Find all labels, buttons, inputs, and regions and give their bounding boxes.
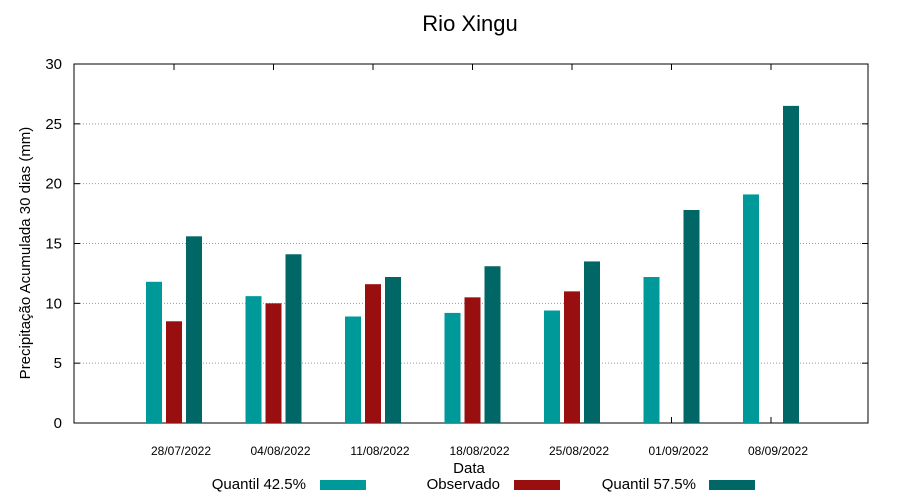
bar-quantil-42: [245, 296, 262, 423]
bar-quantil-42: [643, 277, 660, 423]
bar-observado: [265, 303, 282, 423]
y-tick-label: 0: [54, 415, 62, 432]
x-axis: 28/07/2022 04/08/2022 11/08/2022 18/08/2022…: [151, 64, 808, 458]
x-tick-label: 04/08/2022: [250, 444, 310, 458]
x-tick-label: 25/08/2022: [549, 444, 609, 458]
x-tick-label: 18/08/2022: [449, 444, 509, 458]
y-axis: 0 5 10 15 20 25 30: [45, 56, 868, 432]
bar-quantil-42: [345, 316, 361, 423]
bar-quantil-57: [683, 209, 700, 423]
bar-quantil-57: [186, 236, 202, 423]
bar-observado: [365, 284, 381, 423]
legend-swatch: [514, 480, 560, 490]
y-tick-label: 5: [54, 355, 62, 372]
y-axis-label: Precipitação Acumulada 30 dias (mm): [17, 127, 34, 380]
bars: [146, 105, 799, 423]
x-tick-label: 01/09/2022: [648, 444, 708, 458]
legend-label: Quantil 42.5%: [212, 476, 306, 493]
bar-quantil-42: [743, 194, 759, 423]
bar-quantil-42: [444, 312, 461, 423]
y-tick-label: 25: [45, 116, 62, 133]
bar-observado: [564, 291, 580, 423]
y-tick-label: 30: [45, 56, 62, 73]
y-tick-label: 15: [45, 236, 62, 253]
bar-observado: [166, 321, 182, 423]
x-tick-label: 28/07/2022: [151, 444, 211, 458]
legend-swatch: [709, 480, 755, 490]
y-tick-label: 10: [45, 295, 62, 312]
bar-observado: [464, 297, 481, 423]
bar-quantil-42: [146, 281, 162, 423]
bar-quantil-57: [385, 277, 401, 423]
grid: [74, 123, 868, 364]
bar-quantil-57: [584, 261, 600, 423]
legend-label: Observado: [427, 476, 500, 493]
chart-title: Rio Xingu: [422, 11, 517, 36]
legend-swatch: [320, 480, 366, 490]
bar-quantil-57: [484, 266, 501, 423]
bar-quantil-42: [544, 310, 560, 423]
legend: Quantil 42.5% Observado Quantil 57.5%: [212, 476, 755, 493]
x-tick-label: 08/09/2022: [748, 444, 808, 458]
y-tick-label: 20: [45, 176, 62, 193]
x-tick-label: 11/08/2022: [350, 444, 409, 458]
legend-label: Quantil 57.5%: [602, 476, 696, 493]
bar-quantil-57: [783, 105, 799, 423]
bar-quantil-57: [285, 254, 302, 423]
x-axis-label: Data: [453, 460, 485, 477]
